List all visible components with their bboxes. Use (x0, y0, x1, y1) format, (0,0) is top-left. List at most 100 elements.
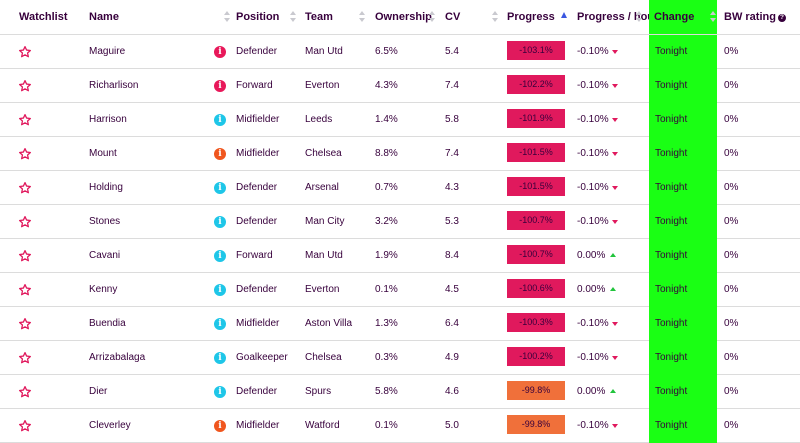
header-ownership[interactable]: Ownership (375, 11, 432, 23)
change-time: Tonight (655, 284, 688, 295)
player-ownership: 0.1% (375, 284, 398, 295)
player-ownership: 0.1% (375, 420, 398, 431)
player-name[interactable]: Harrison (89, 114, 127, 125)
player-name[interactable]: Stones (89, 216, 121, 227)
change-time: Tonight (655, 386, 688, 397)
sort-name-icon[interactable] (224, 10, 230, 24)
player-status-info-icon[interactable]: i (214, 148, 226, 160)
change-time: Tonight (655, 352, 688, 363)
watchlist-star-icon[interactable] (18, 317, 32, 331)
player-cv: 4.3 (445, 182, 459, 193)
player-status-info-icon[interactable]: i (214, 420, 226, 432)
trend-down-icon (612, 118, 618, 122)
player-cv: 4.6 (445, 386, 459, 397)
player-name[interactable]: Mount (89, 148, 117, 159)
player-status-info-icon[interactable]: i (214, 352, 226, 364)
watchlist-star-icon[interactable] (18, 249, 32, 263)
player-team: Aston Villa (305, 318, 353, 329)
table-row: Stones i Defender Man City 3.2% 5.3 -100.7% -0.… (0, 205, 800, 239)
table-body: Maguire i Defender Man Utd 6.5% 5.4 -103.1% -0.… (0, 35, 800, 443)
player-name[interactable]: Dier (89, 386, 108, 397)
header-name[interactable]: Name (89, 11, 119, 23)
table-row: Cleverley i Midfielder Watford 0.1% 5.0 -99.8%… (0, 409, 800, 443)
player-position: Defender (236, 46, 278, 57)
header-progress[interactable]: Progress (507, 11, 555, 23)
sort-position-icon[interactable] (290, 10, 296, 24)
change-time: Tonight (655, 46, 688, 57)
player-status-info-icon[interactable]: i (214, 114, 226, 126)
player-status-info-icon[interactable]: i (214, 284, 226, 296)
sort-progress-asc-icon[interactable] (561, 12, 567, 18)
progress-per-hour: -0.10% (577, 420, 609, 431)
header-bw-rating-label: BW rating (724, 11, 776, 23)
watchlist-star-icon[interactable] (18, 351, 32, 365)
bw-rating: 0% (724, 386, 739, 397)
watchlist-star-icon[interactable] (18, 79, 32, 93)
player-cv: 6.4 (445, 318, 459, 329)
watchlist-star-icon[interactable] (18, 181, 32, 195)
header-position[interactable]: Position (236, 11, 280, 23)
change-time-cell: Tonight (649, 137, 717, 171)
progress-badge: -100.7% (507, 245, 565, 264)
trend-down-icon (612, 356, 618, 360)
player-ownership: 0.7% (375, 182, 398, 193)
trend-down-icon (612, 186, 618, 190)
progress-badge: -101.5% (507, 143, 565, 162)
player-position: Midfielder (236, 148, 280, 159)
trend-up-icon (610, 287, 616, 291)
progress-badge: -100.2% (507, 347, 565, 366)
sort-progress-hour-icon[interactable] (636, 10, 642, 24)
sort-ownership-icon[interactable] (429, 10, 435, 24)
player-status-info-icon[interactable]: i (214, 182, 226, 194)
sort-change-time-icon[interactable] (710, 10, 716, 24)
progress-badge: -99.8% (507, 381, 565, 400)
help-icon[interactable]: ? (777, 14, 786, 22)
header-progress-hour[interactable]: Progress / hour (577, 11, 659, 23)
change-time: Tonight (655, 250, 688, 261)
bw-rating: 0% (724, 46, 739, 57)
watchlist-star-icon[interactable] (18, 113, 32, 127)
player-name[interactable]: Arrizabalaga (89, 352, 146, 363)
player-status-info-icon[interactable]: i (214, 216, 226, 228)
player-status-info-icon[interactable]: i (214, 318, 226, 330)
player-status-info-icon[interactable]: i (214, 46, 226, 58)
progress-per-hour: 0.00% (577, 386, 606, 397)
player-name[interactable]: Holding (89, 182, 123, 193)
player-ownership: 1.9% (375, 250, 398, 261)
sort-team-icon[interactable] (359, 10, 365, 24)
header-change-time-cell: Change Time (649, 0, 717, 57)
player-position: Defender (236, 216, 278, 227)
player-name[interactable]: Richarlison (89, 80, 139, 91)
header-cv[interactable]: CV (445, 11, 461, 23)
player-name[interactable]: Maguire (89, 46, 126, 57)
progress-per-hour: -0.10% (577, 352, 609, 363)
watchlist-star-icon[interactable] (18, 419, 32, 433)
player-team: Leeds (305, 114, 333, 125)
progress-badge: -103.1% (507, 41, 565, 60)
progress-per-hour: -0.10% (577, 148, 609, 159)
player-status-info-icon[interactable]: i (214, 80, 226, 92)
watchlist-star-icon[interactable] (18, 283, 32, 297)
player-ownership: 6.5% (375, 46, 398, 57)
watchlist-star-icon[interactable] (18, 385, 32, 399)
trend-down-icon (612, 220, 618, 224)
header-watchlist: Watchlist (19, 11, 68, 23)
player-cv: 5.0 (445, 420, 459, 431)
player-name[interactable]: Cleverley (89, 420, 131, 431)
player-name[interactable]: Cavani (89, 250, 121, 261)
sort-cv-icon[interactable] (492, 10, 498, 24)
trend-down-icon (612, 322, 618, 326)
watchlist-star-icon[interactable] (18, 215, 32, 229)
progress-per-hour: -0.10% (577, 46, 609, 57)
progress-per-hour: -0.10% (577, 318, 609, 329)
player-name[interactable]: Kenny (89, 284, 118, 295)
player-position: Goalkeeper (236, 352, 288, 363)
watchlist-star-icon[interactable] (18, 45, 32, 59)
player-status-info-icon[interactable]: i (214, 386, 226, 398)
header-team[interactable]: Team (305, 11, 333, 23)
player-team: Chelsea (305, 352, 342, 363)
watchlist-star-icon[interactable] (18, 147, 32, 161)
player-name[interactable]: Buendia (89, 318, 126, 329)
player-status-info-icon[interactable]: i (214, 250, 226, 262)
change-time-cell: Tonight (649, 103, 717, 137)
